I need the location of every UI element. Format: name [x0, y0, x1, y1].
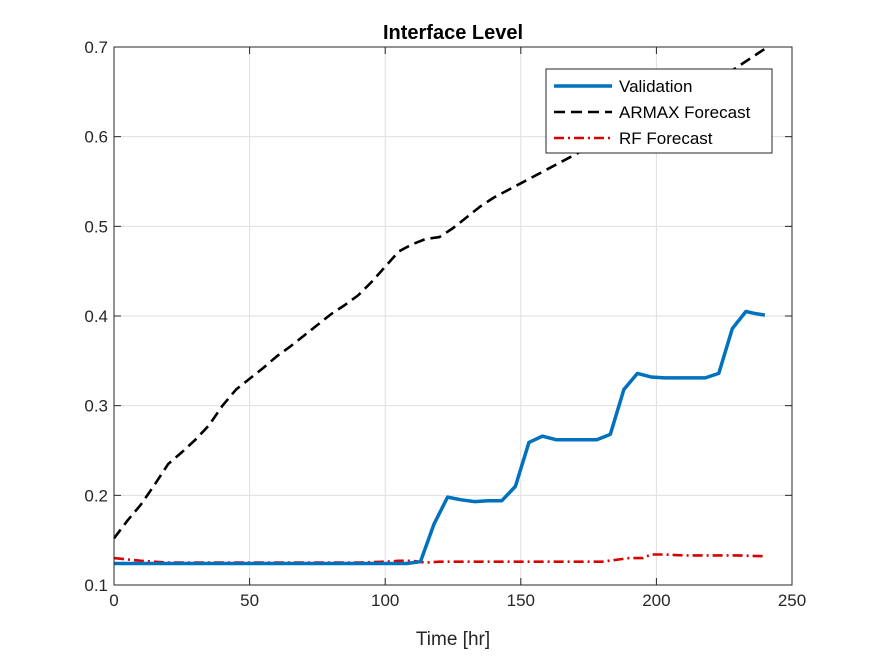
x-tick-label: 0: [109, 591, 118, 610]
x-tick-label: 200: [642, 591, 670, 610]
y-tick-label: 0.5: [84, 217, 108, 236]
y-tick-label: 0.2: [84, 486, 108, 505]
y-tick-label: 0.7: [84, 38, 108, 57]
x-tick-label: 50: [240, 591, 259, 610]
legend-label: ARMAX Forecast: [619, 103, 751, 122]
y-axis-ticks: 0.1 0.2 0.3 0.4 0.5 0.6 0.7: [84, 38, 792, 595]
y-tick-label: 0.6: [84, 128, 108, 147]
x-tick-label: 150: [507, 591, 535, 610]
x-axis-ticks: 0 50 100 150 200 250: [109, 47, 806, 610]
legend-label: Validation: [619, 77, 692, 96]
y-tick-label: 0.3: [84, 397, 108, 416]
x-tick-label: 250: [778, 591, 806, 610]
y-tick-label: 0.1: [84, 576, 108, 595]
series-line-validation: [114, 309, 766, 566]
x-axis-label: Time [hr]: [416, 629, 490, 650]
legend-label: RF Forecast: [619, 129, 713, 148]
chart-title: Interface Level: [383, 22, 523, 44]
legend: Validation ARMAX Forecast RF Forecast: [545, 68, 773, 154]
x-tick-label: 100: [371, 591, 399, 610]
y-tick-label: 0.4: [84, 307, 108, 326]
